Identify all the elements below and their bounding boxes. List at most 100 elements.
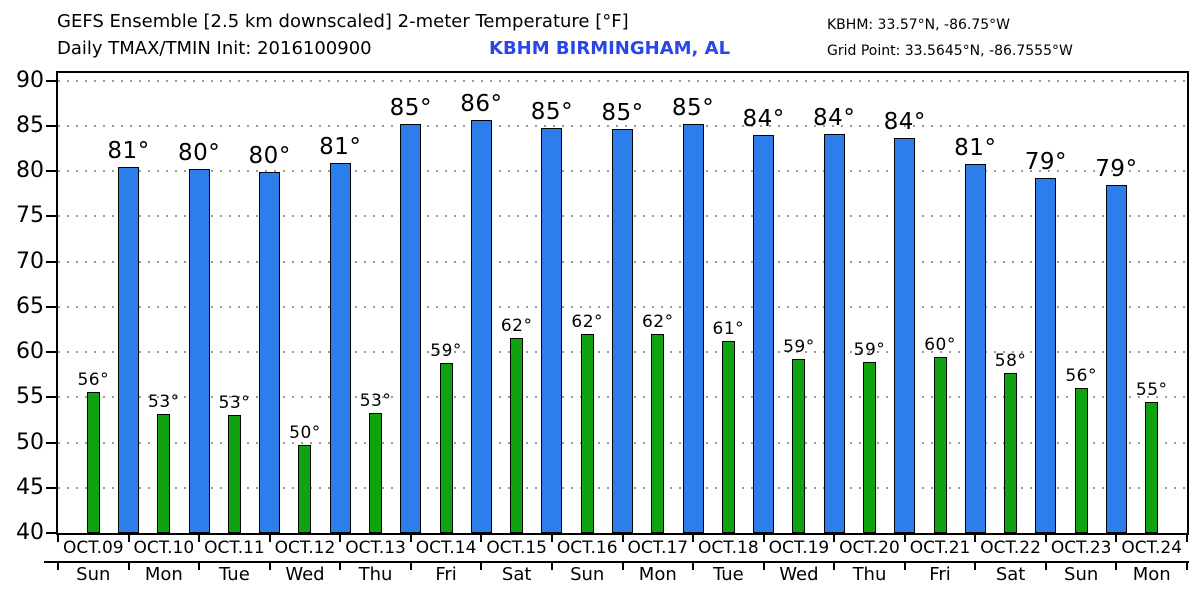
date-label: OCT.20: [839, 538, 900, 558]
tmin-value-label: 62°: [500, 315, 533, 336]
tmin-bar: [510, 337, 524, 533]
weekday-tick: [762, 563, 765, 570]
weekday-tick: [833, 563, 836, 570]
grid-point-coordinates: Grid Point: 33.5645°N, -86.7555°W: [827, 43, 1073, 59]
date-tick: [1044, 535, 1047, 542]
weekday-label: Wed: [285, 564, 325, 585]
tmin-bar: [1145, 401, 1159, 533]
date-tick: [903, 535, 906, 542]
date-tick: [127, 535, 130, 542]
tmin-bar: [651, 333, 665, 533]
weekday-tick: [198, 563, 201, 570]
weekday-label: Sun: [76, 564, 111, 585]
station-coordinates: KBHM: 33.57°N, -86.75°W: [827, 17, 1010, 33]
chart-title: GEFS Ensemble [2.5 km downscaled] 2-mete…: [57, 11, 629, 32]
tmax-bar: [894, 138, 916, 533]
weekday-tick: [1044, 563, 1047, 570]
date-label: OCT.10: [133, 538, 195, 558]
tmin-bar: [157, 413, 171, 533]
date-tick: [339, 535, 342, 542]
weekday-label: Sun: [570, 564, 605, 585]
tmin-bar: [86, 391, 100, 533]
date-label: OCT.24: [1121, 538, 1183, 558]
tmax-bar: [541, 127, 563, 533]
tmax-value-label: 79°: [1024, 149, 1068, 176]
tmin-value-label: 56°: [77, 369, 110, 390]
weekday-label: Tue: [219, 564, 250, 585]
tmax-value-label: 84°: [813, 104, 856, 131]
y-axis-tick: [46, 170, 56, 172]
tmin-bar: [1074, 388, 1088, 533]
date-label: OCT.09: [62, 538, 124, 558]
y-axis-tick: [46, 396, 56, 399]
tmax-value-label: 84°: [883, 109, 926, 136]
y-axis-label: 70: [16, 248, 44, 274]
tmax-value-label: 85°: [601, 100, 644, 127]
date-label: OCT.21: [909, 538, 971, 558]
tmax-bar: [612, 129, 633, 533]
tmax-bar: [964, 163, 986, 533]
tmin-value-label: 61°: [712, 319, 745, 340]
y-axis-tick: [46, 441, 56, 444]
date-label: OCT.11: [204, 538, 265, 558]
date-label: OCT.14: [415, 538, 477, 558]
tmin-bar: [721, 341, 735, 533]
tmax-bar: [118, 167, 140, 533]
tmax-bar: [400, 123, 422, 533]
weekday-label: Wed: [779, 564, 819, 585]
tmin-value-label: 59°: [783, 337, 815, 358]
gridline: [58, 124, 1187, 127]
weekday-tick: [974, 563, 977, 570]
tmax-value-label: 86°: [460, 91, 503, 118]
tmin-value-label: 55°: [1135, 379, 1168, 400]
date-tick: [268, 535, 271, 542]
tmax-bar: [329, 162, 351, 533]
gridline: [58, 79, 1187, 82]
y-axis-tick: [46, 124, 56, 127]
y-axis-tick: [46, 215, 56, 218]
date-tick: [833, 535, 836, 542]
weekday-tick: [903, 563, 906, 570]
date-label: OCT.12: [274, 538, 336, 558]
tmin-value-label: 59°: [430, 340, 462, 361]
chart-subtitle: Daily TMAX/TMIN Init: 2016100900: [57, 38, 372, 59]
date-label: OCT.18: [698, 538, 759, 558]
tmin-value-label: 50°: [289, 423, 321, 444]
weekday-tick: [268, 563, 271, 570]
tmin-value-label: 53°: [359, 390, 392, 411]
y-axis-label: 40: [16, 520, 44, 545]
tmin-bar: [1004, 372, 1018, 533]
tmin-value-label: 58°: [994, 350, 1027, 371]
date-label: OCT.13: [345, 538, 406, 558]
weekday-label: Fri: [435, 564, 457, 585]
weekday-label: Tue: [712, 564, 744, 585]
tmin-value-label: 53°: [148, 391, 180, 412]
tmax-bar: [682, 123, 704, 533]
tmax-value-label: 81°: [954, 134, 997, 161]
y-axis-tick: [46, 305, 56, 308]
date-tick: [762, 535, 765, 542]
date-label: OCT.19: [768, 538, 830, 558]
tmax-value-label: 85°: [389, 94, 432, 121]
weekday-tick: [1186, 563, 1188, 570]
weekday-label: Thu: [358, 564, 393, 585]
tmin-bar: [580, 333, 594, 533]
y-axis-label: 55: [16, 384, 44, 410]
y-axis-label: 60: [16, 339, 44, 364]
y-axis-label: 45: [16, 474, 44, 500]
date-tick: [409, 535, 412, 542]
weekday-tick: [339, 563, 342, 570]
date-tick: [621, 535, 624, 542]
date-tick: [1186, 535, 1188, 542]
tmax-bar: [188, 169, 210, 533]
y-axis-label: 50: [16, 429, 44, 455]
tmin-bar: [933, 356, 947, 533]
y-axis-tick: [46, 351, 56, 353]
tmax-value-label: 80°: [248, 142, 291, 169]
weekday-label: Sun: [1064, 564, 1099, 585]
y-axis-tick: [46, 260, 56, 263]
y-axis-label: 80: [16, 158, 44, 183]
tmin-value-label: 62°: [571, 311, 604, 332]
tmax-bar: [1035, 178, 1057, 533]
